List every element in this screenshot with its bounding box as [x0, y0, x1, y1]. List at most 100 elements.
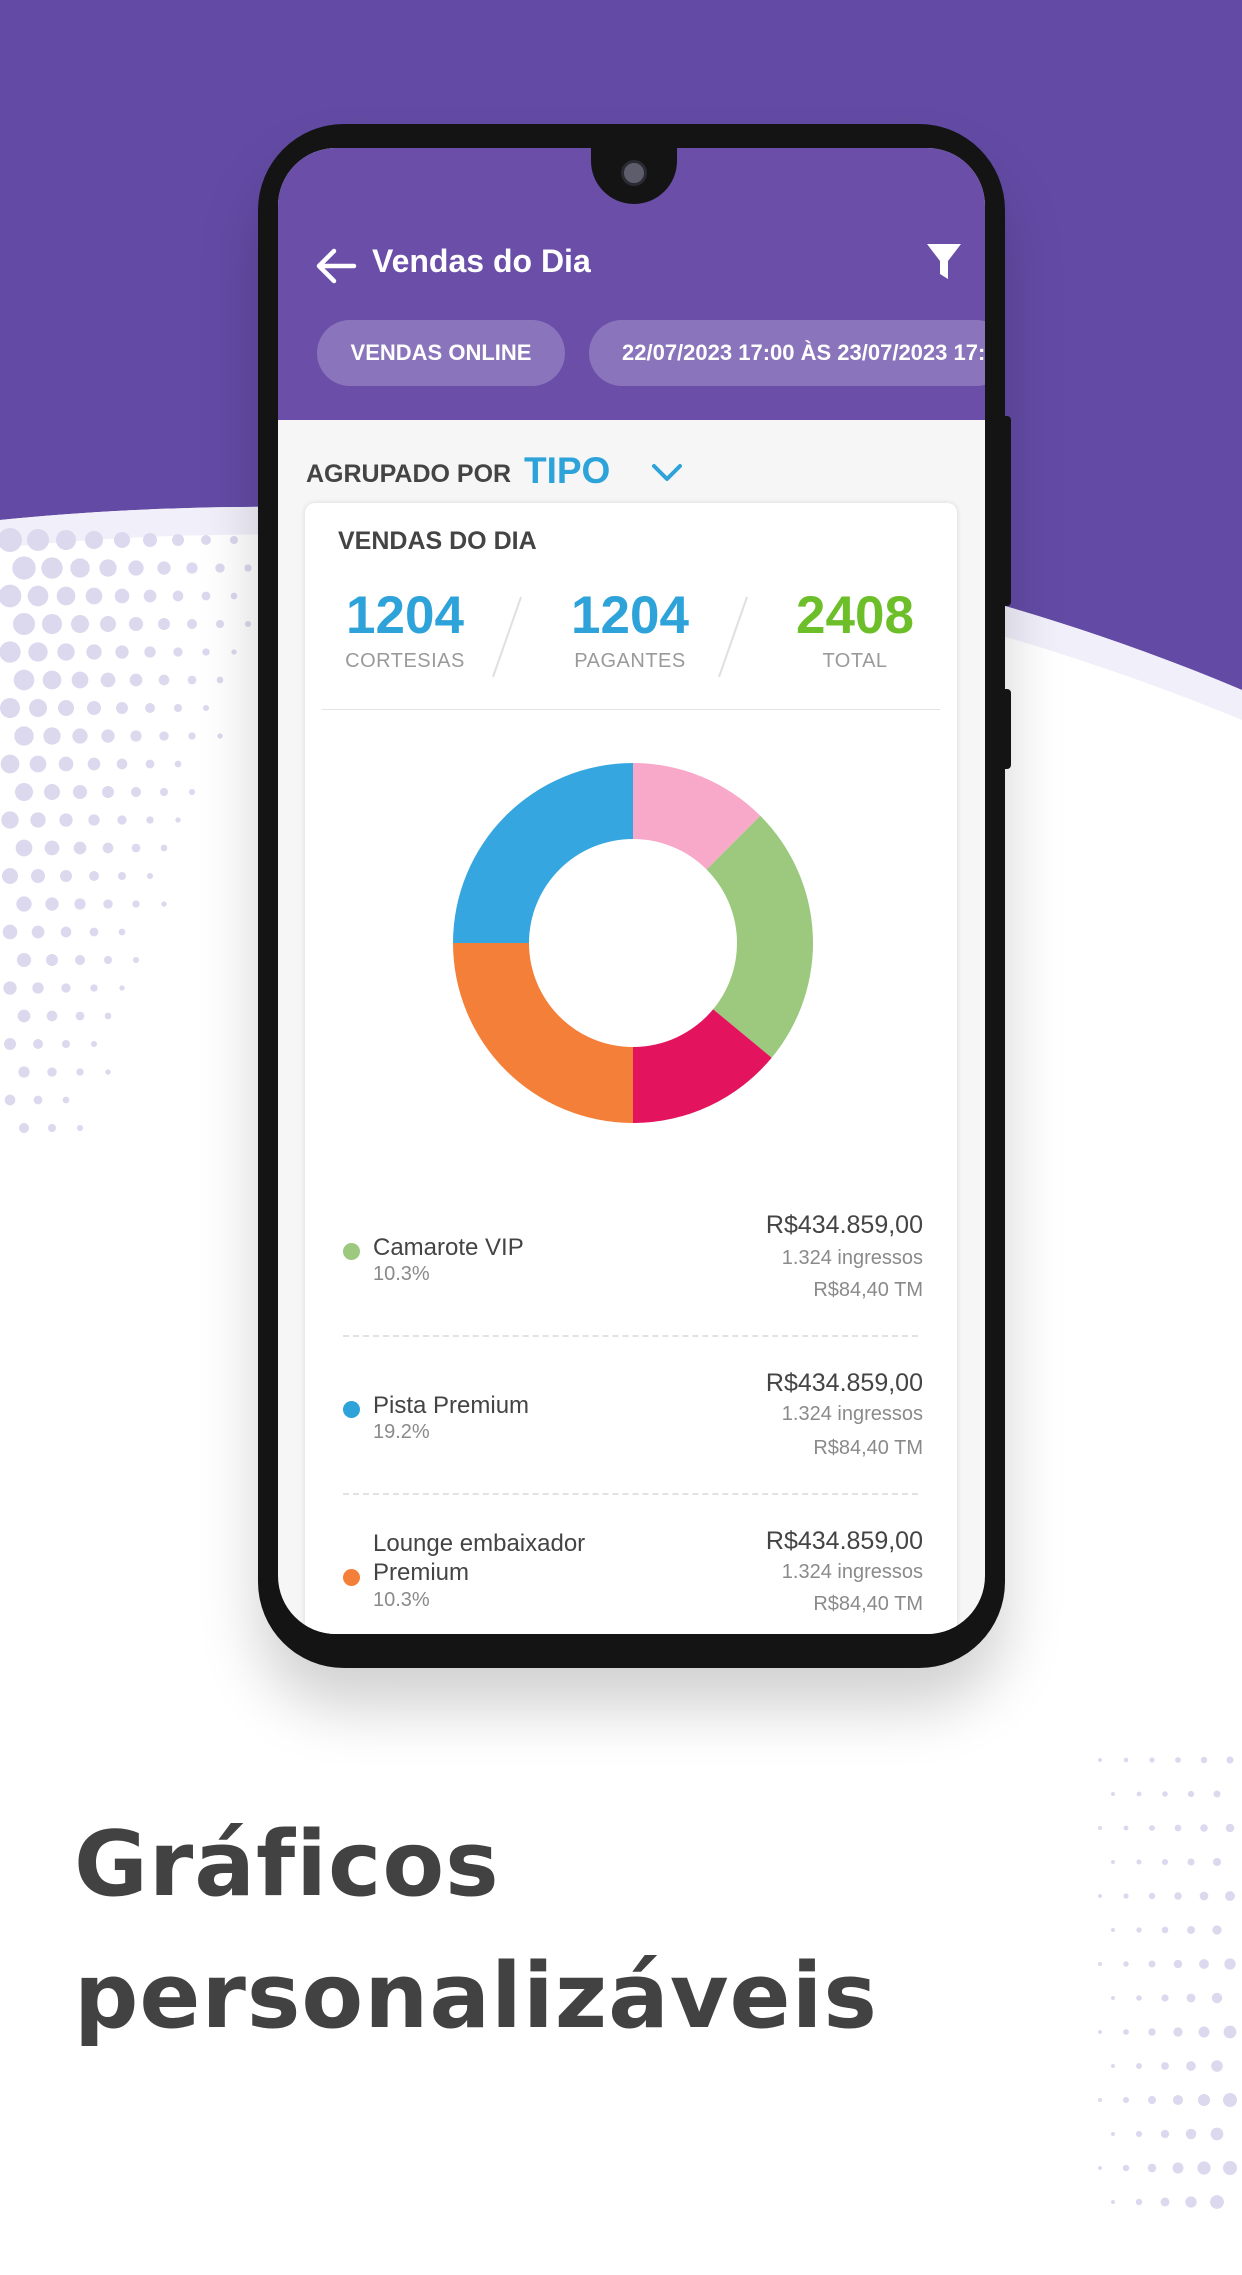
donut-slice-4[interactable]: [453, 943, 633, 1123]
decor-dot: [128, 560, 144, 576]
decor-dot: [1210, 2195, 1224, 2209]
decor-dot: [91, 1041, 97, 1047]
decor-dot: [175, 817, 181, 823]
decor-dot: [76, 1068, 84, 1076]
app-bar: Vendas do Dia VENDAS ONLINE 22/07/2023 1…: [278, 148, 985, 420]
decor-dot: [104, 956, 112, 964]
legend-name: Pista Premium: [373, 1392, 530, 1419]
decor-dot: [174, 704, 182, 712]
decor-dot: [47, 1067, 57, 1077]
decor-dot: [28, 642, 48, 662]
decor-dot: [2, 868, 18, 884]
decor-dot: [1199, 1891, 1209, 1901]
decor-dot: [1098, 2166, 1102, 2170]
decor-dot: [71, 615, 89, 633]
headline-line-2: personalizáveis: [74, 1944, 878, 2049]
donut-slice-5[interactable]: [453, 763, 633, 943]
donut-slice-2[interactable]: [706, 815, 813, 1058]
decor-dot: [143, 589, 157, 603]
decor-dot: [100, 672, 116, 688]
decor-dot: [1185, 2128, 1197, 2140]
decor-dot: [1111, 1928, 1115, 1932]
decor-dot: [104, 1012, 112, 1020]
donut-slice-1[interactable]: [633, 763, 761, 870]
chevron-down-icon[interactable]: [651, 462, 683, 484]
phone-screen: Vendas do Dia VENDAS ONLINE 22/07/2023 1…: [278, 148, 985, 1634]
legend-separator: [343, 1335, 918, 1337]
decor-dot: [1147, 2163, 1157, 2173]
decor-dot: [32, 982, 44, 994]
decor-dot: [60, 926, 72, 938]
decor-dot: [1098, 2030, 1102, 2034]
legend-separator: [343, 1493, 918, 1495]
decor-dot: [1173, 1959, 1183, 1969]
arrow-left-icon[interactable]: [314, 244, 358, 288]
decor-dot: [1187, 1790, 1195, 1798]
decor-dot: [1123, 1825, 1129, 1831]
stat-label: TOTAL: [822, 650, 888, 672]
decor-dot: [173, 647, 183, 657]
decor-dot: [70, 558, 90, 578]
chip-date-range[interactable]: 22/07/2023 17:00 ÀS 23/07/2023 17:00: [589, 320, 985, 386]
decor-dot: [216, 676, 224, 684]
phone-frame: Vendas do Dia VENDAS ONLINE 22/07/2023 1…: [258, 124, 1011, 1668]
decor-dot: [201, 591, 211, 601]
stat-label: PAGANTES: [574, 650, 686, 672]
decor-dot: [4, 1094, 16, 1106]
decor-dot: [1136, 1927, 1142, 1933]
decor-dot: [161, 901, 167, 907]
decor-dot: [114, 532, 130, 548]
decor-dot: [27, 585, 49, 607]
group-by-value[interactable]: TIPO: [524, 450, 611, 491]
decor-dot: [89, 871, 99, 881]
decor-dot: [105, 1069, 111, 1075]
decor-dot: [17, 953, 31, 967]
chip-vendas-online[interactable]: VENDAS ONLINE: [317, 320, 565, 386]
funnel-icon[interactable]: [926, 242, 962, 282]
decor-dot: [1199, 1959, 1209, 1969]
card-title: VENDAS DO DIA: [338, 527, 537, 555]
legend-item[interactable]: Pista Premium 19.2% R$434.859,00 1.324 i…: [343, 1369, 923, 1501]
decor-dot: [1149, 1757, 1155, 1763]
decor-dot: [216, 620, 224, 628]
legend-value: R$434.859,00: [765, 1527, 923, 1555]
legend-item[interactable]: Lounge embaixador Premium 10.3% R$434.85…: [343, 1527, 923, 1634]
legend-tickets: 1.324 ingressos: [781, 1247, 923, 1269]
decor-dot: [1098, 1826, 1102, 1830]
decor-dot: [101, 729, 115, 743]
stat-value: 2408: [796, 586, 914, 645]
decor-dot: [230, 536, 238, 544]
donut-slice-3[interactable]: [633, 1009, 772, 1123]
decor-dot: [1098, 2098, 1102, 2102]
legend-item[interactable]: Camarote VIP 10.3% R$434.859,00 1.324 in…: [343, 1211, 923, 1343]
decor-dot: [1186, 1993, 1196, 2003]
decor-dot: [114, 588, 130, 604]
decor-dot: [75, 1011, 85, 1021]
decor-dot: [1161, 1994, 1169, 2002]
headline-line-1: Gráficos: [74, 1812, 500, 1917]
legend-name: Camarote VIP: [373, 1234, 524, 1261]
page-title: Vendas do Dia: [372, 243, 591, 279]
decor-dot: [188, 732, 196, 740]
decor-dot: [1174, 1824, 1182, 1832]
decor-dot: [132, 900, 140, 908]
stat-pagantes: 1204 PAGANTES: [530, 585, 730, 673]
decor-dot: [1197, 2161, 1211, 2175]
decor-dot: [1098, 1962, 1102, 1966]
power-button: [1001, 689, 1011, 769]
decor-dot: [13, 669, 35, 691]
decor-dot: [1172, 2094, 1184, 2106]
legend-dot: [343, 1401, 360, 1418]
decor-dot: [131, 787, 141, 797]
decor-dot: [1160, 2197, 1170, 2207]
decor-dot: [1213, 1790, 1221, 1798]
decor-dot: [118, 872, 126, 880]
decor-dot: [145, 759, 155, 769]
donut-chart[interactable]: [443, 753, 823, 1133]
decor-dot: [1111, 2132, 1115, 2136]
decor-dot: [1200, 1756, 1208, 1764]
decor-dot: [1147, 2095, 1157, 2105]
legend-tm: R$84,40 TM: [813, 1279, 923, 1301]
decor-dot: [1148, 1960, 1156, 1968]
decor-dot: [89, 927, 99, 937]
